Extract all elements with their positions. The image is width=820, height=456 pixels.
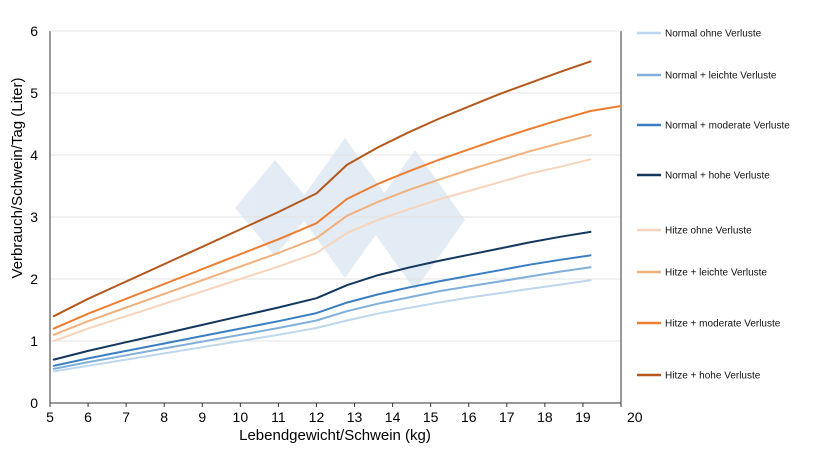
y-tick-label: 6 <box>30 23 38 39</box>
x-tick-label: 11 <box>271 409 286 425</box>
x-tick-label: 12 <box>309 409 325 425</box>
series-lines <box>52 60 622 373</box>
series-line-2 <box>52 266 592 370</box>
y-tick-label: 4 <box>30 147 38 163</box>
y-tick-label: 3 <box>30 209 38 225</box>
legend-label: Normal + moderate Verluste <box>665 121 790 132</box>
x-tick-label: 7 <box>122 409 130 425</box>
series-line-3 <box>52 254 592 367</box>
legend-item: Normal ohne Verluste <box>637 29 762 40</box>
legend-label: Normal + hohe Verluste <box>665 171 770 182</box>
x-tick-label: 18 <box>537 409 553 425</box>
legend: Normal ohne Verluste Normal + leichte Ver… <box>637 29 790 382</box>
plot-area <box>49 30 622 404</box>
legend-label: Hitze + moderate Verluste <box>665 319 781 330</box>
legend-item: Hitze + hohe Verluste <box>637 371 761 382</box>
series-line-6 <box>52 134 592 336</box>
y-axis-ticks: 0 1 2 3 4 5 6 <box>30 23 38 411</box>
y-tick-label: 2 <box>30 271 38 287</box>
series-line-7 <box>52 105 622 330</box>
legend-label: Hitze ohne Verluste <box>665 226 752 237</box>
legend-label: Normal ohne Verluste <box>665 29 762 40</box>
x-tick-label: 19 <box>575 409 591 425</box>
legend-item: Hitze + leichte Verluste <box>637 268 767 279</box>
x-tick-label: 8 <box>160 409 168 425</box>
legend-item: Normal + hohe Verluste <box>637 171 770 182</box>
x-axis-ticks: 5 6 7 8 9 10 11 12 13 14 15 16 17 18 19 20 <box>46 403 643 425</box>
x-tick-label: 5 <box>46 409 54 425</box>
y-tick-label: 1 <box>30 333 38 349</box>
legend-label: Normal + leichte Verluste <box>665 71 777 82</box>
x-tick-label: 9 <box>198 409 206 425</box>
series-line-4 <box>52 230 592 361</box>
x-tick-label: 17 <box>499 409 515 425</box>
x-axis-title: Lebendgewicht/Schwein (kg) <box>239 427 431 444</box>
x-tick-label: 13 <box>347 409 363 425</box>
legend-item: Hitze ohne Verluste <box>637 226 752 237</box>
x-tick-label: 16 <box>461 409 477 425</box>
y-axis-title: Verbrauch/Schwein/Tag (Liter) <box>9 78 26 279</box>
legend-label: Hitze + leichte Verluste <box>665 268 767 279</box>
y-tick-label: 0 <box>30 395 38 411</box>
watermark-logo <box>235 138 465 290</box>
series-line-1 <box>52 279 592 373</box>
legend-item: Normal + leichte Verluste <box>637 71 777 82</box>
legend-label: Hitze + hohe Verluste <box>665 371 761 382</box>
y-tick-label: 5 <box>30 85 38 101</box>
x-tick-label: 20 <box>627 409 643 425</box>
x-tick-label: 15 <box>423 409 439 425</box>
legend-item: Normal + moderate Verluste <box>637 121 790 132</box>
x-tick-label: 14 <box>385 409 401 425</box>
x-tick-label: 6 <box>84 409 92 425</box>
series-line-8 <box>52 60 592 318</box>
x-tick-label: 10 <box>233 409 249 425</box>
legend-item: Hitze + moderate Verluste <box>637 319 781 330</box>
series-line-5 <box>52 158 592 342</box>
